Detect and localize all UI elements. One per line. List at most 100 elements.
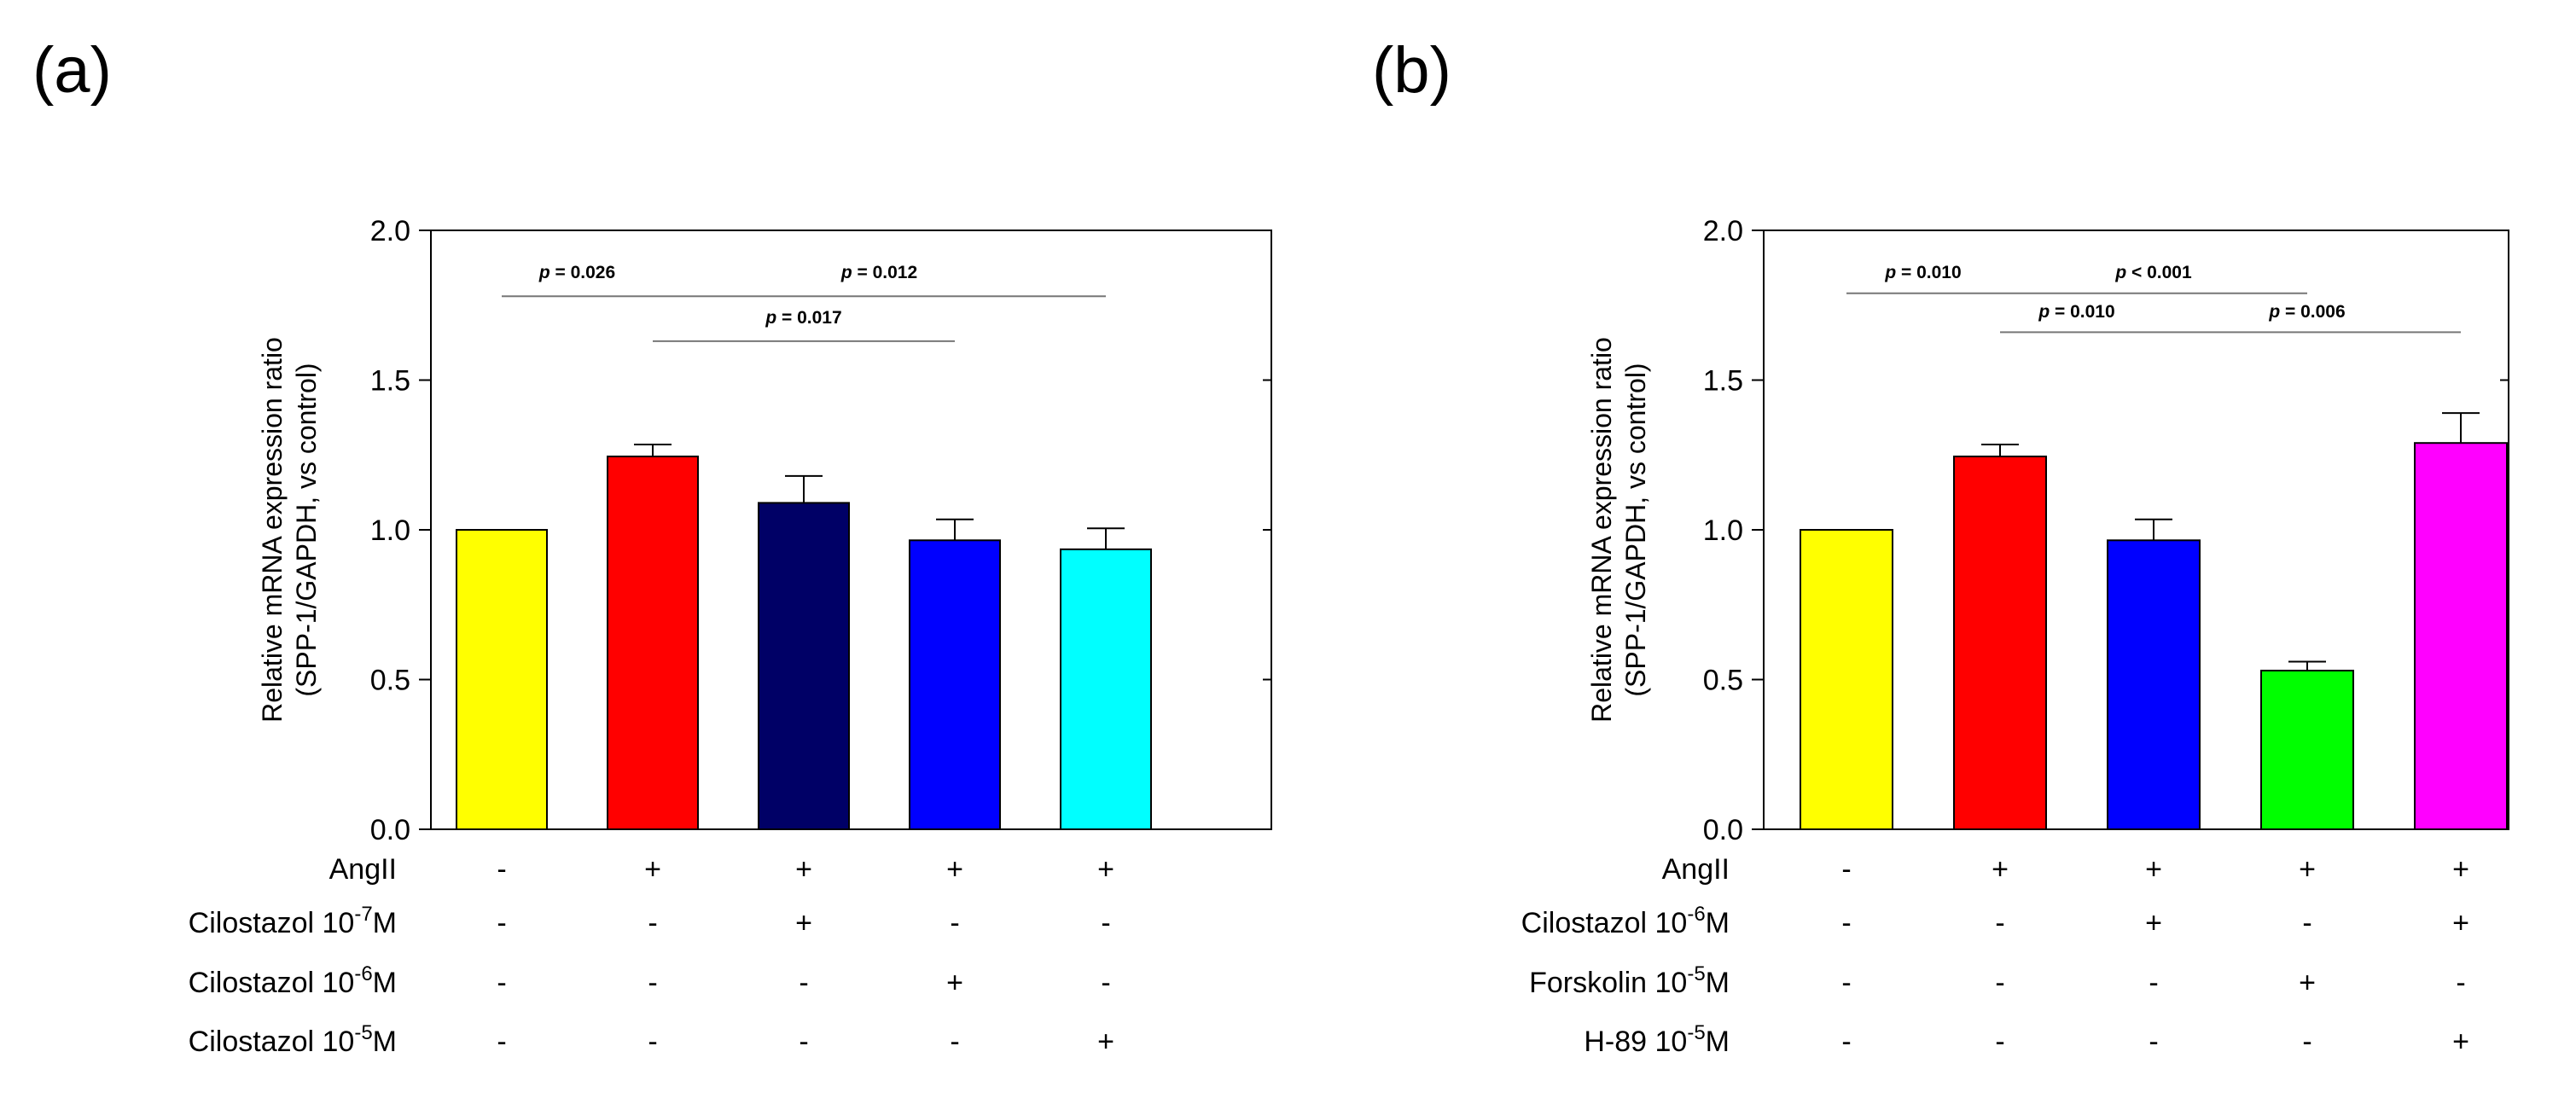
condition-cell: + [2299, 853, 2316, 886]
panel-b: (b) 0.0 0.5 1.0 1.5 2.0 Relative mRNA expressi… [1372, 34, 2509, 1058]
condition-label: Forskolin 10-5M [1529, 962, 1730, 999]
condition-label: AngII [1662, 853, 1730, 886]
y-axis-title-line1: Relative mRNA expression ratio [257, 337, 288, 723]
p-value-label: p = 0.006 [2268, 302, 2345, 322]
condition-cell: + [2299, 967, 2316, 999]
condition-unit: M [1706, 967, 1730, 999]
p-symbol: p [1884, 263, 1896, 282]
y-tick-label: 2.0 [1703, 215, 1743, 247]
condition-cell: - [1101, 907, 1110, 939]
y-tick-label: 0.0 [1703, 814, 1743, 846]
condition-cell: + [2452, 1026, 2469, 1058]
y-tick-label: 0.0 [370, 814, 410, 846]
condition-cell: - [1995, 907, 2004, 939]
condition-cell: + [946, 853, 963, 886]
condition-unit: M [373, 967, 397, 999]
y-tick-label: 0.5 [1703, 665, 1743, 697]
condition-cell: + [2452, 853, 2469, 886]
condition-cell: + [1097, 853, 1114, 886]
condition-cell: - [497, 1026, 506, 1058]
p-symbol: p [538, 263, 550, 282]
p-value-label: p < 0.001 [2114, 263, 2192, 282]
condition-cell: + [795, 853, 812, 886]
condition-cell: - [1995, 967, 2004, 999]
condition-cell: + [1097, 1026, 1114, 1058]
condition-exponent: -6 [354, 962, 372, 985]
condition-cell: - [1101, 967, 1110, 999]
condition-label: Cilostazol 10-6M [189, 962, 397, 999]
condition-exponent: -7 [354, 903, 372, 926]
condition-cell: - [2149, 967, 2158, 999]
condition-cell: - [1841, 907, 1851, 939]
condition-exponent: -5 [1687, 1021, 1705, 1044]
condition-cell: - [1995, 1026, 2004, 1058]
bar [909, 539, 1001, 830]
condition-name: Cilostazol 10 [189, 907, 355, 939]
condition-exponent: -5 [1687, 962, 1705, 985]
condition-cell: - [2149, 1026, 2158, 1058]
p-value-text: = 0.017 [776, 308, 841, 328]
condition-name: Forskolin 10 [1529, 967, 1687, 999]
condition-cell: - [648, 967, 657, 999]
condition-unit: M [1706, 1026, 1730, 1058]
condition-cell: + [1992, 853, 2009, 886]
y-axis-title-line1: Relative mRNA expression ratio [1586, 337, 1617, 723]
p-value-text: = 0.006 [2280, 302, 2345, 322]
y-tick-label: 1.0 [1703, 514, 1743, 547]
condition-cell: + [2452, 907, 2469, 939]
condition-cell: + [644, 853, 661, 886]
condition-cell: - [950, 1026, 959, 1058]
panel-label: (a) [32, 34, 112, 107]
condition-cell: - [2302, 907, 2311, 939]
condition-cell: + [795, 907, 812, 939]
condition-unit: M [373, 1026, 397, 1058]
panel-label: (b) [1372, 34, 1451, 107]
condition-cell: - [1841, 853, 1851, 886]
condition-name: Cilostazol 10 [189, 967, 355, 999]
p-value-text: = 0.012 [852, 263, 917, 282]
condition-cell: - [950, 907, 959, 939]
p-value-label: p = 0.026 [538, 263, 615, 282]
bar [456, 529, 548, 830]
p-value-label: p = 0.017 [765, 308, 841, 328]
condition-name: H-89 10 [1584, 1026, 1687, 1058]
condition-cell: - [799, 967, 808, 999]
p-value-text: = 0.026 [550, 263, 615, 282]
p-symbol: p [840, 263, 852, 282]
p-symbol: p [765, 308, 776, 328]
y-tick-label: 1.5 [370, 365, 410, 398]
bar [607, 456, 699, 830]
bar [1800, 529, 1893, 830]
p-value-label: p = 0.012 [840, 263, 917, 282]
condition-unit: M [373, 907, 397, 939]
condition-name: AngII [329, 853, 397, 886]
condition-cell: - [648, 1026, 657, 1058]
y-tick-label: 2.0 [370, 215, 410, 247]
condition-name: Cilostazol 10 [189, 1026, 355, 1058]
condition-label: Cilostazol 10-6M [1521, 903, 1730, 939]
panel-a: (a) 0.0 0.5 1.0 1.5 2.0 Relative mRNA expressi… [32, 34, 1272, 1058]
p-value-text: = 0.010 [2050, 302, 2114, 322]
condition-cell: + [2145, 907, 2162, 939]
bar [758, 502, 850, 830]
condition-cell: + [2145, 853, 2162, 886]
condition-label: AngII [329, 853, 397, 886]
condition-name: AngII [1662, 853, 1730, 886]
p-value-label: p = 0.010 [2038, 302, 2114, 322]
bar [1060, 548, 1152, 830]
condition-cell: - [799, 1026, 808, 1058]
bar [2107, 539, 2201, 830]
p-value-text: = 0.010 [1896, 263, 1961, 282]
p-value-text: < 0.001 [2126, 263, 2192, 282]
condition-cell: - [497, 907, 506, 939]
p-symbol: p [2268, 302, 2280, 322]
y-tick-label: 0.5 [370, 665, 410, 697]
condition-unit: M [1706, 907, 1730, 939]
condition-label: H-89 10-5M [1584, 1021, 1730, 1058]
bar [1953, 456, 2047, 830]
condition-exponent: -6 [1687, 903, 1705, 926]
condition-cell: - [497, 853, 506, 886]
condition-cell: + [946, 967, 963, 999]
p-symbol: p [2038, 302, 2050, 322]
